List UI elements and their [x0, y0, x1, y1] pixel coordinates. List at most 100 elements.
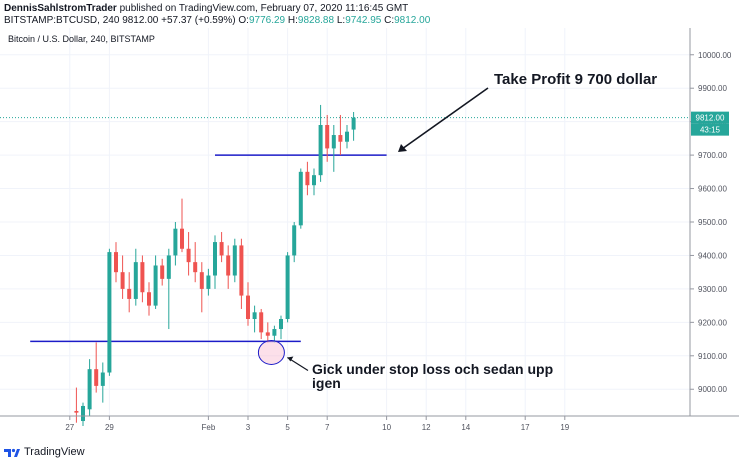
low-value: 9742.95: [345, 15, 382, 26]
candle-body-up: [252, 312, 257, 319]
candle-body-down: [186, 248, 191, 263]
candle-body-up: [173, 228, 178, 256]
y-tick-label: 9400.00: [698, 251, 727, 260]
candle-body-up: [318, 125, 323, 176]
candle-body-down: [127, 288, 132, 299]
x-tick-label: Feb: [202, 423, 216, 432]
candle-body-down: [140, 262, 145, 293]
candle-body-up: [153, 265, 158, 306]
current-price-value: 9812.00: [696, 114, 725, 123]
candle-body-down: [338, 135, 343, 142]
candle-body-down: [239, 245, 244, 296]
candle-body-down: [246, 295, 250, 319]
ohlc-line: BITSTAMP:BTCUSD, 240 9812.00 +57.37 (+0.…: [4, 15, 430, 27]
price-change: +57.37 (+0.59%): [161, 15, 236, 26]
chart-title: Bitcoin / U.S. Dollar, 240, BITSTAMP: [8, 34, 155, 44]
candle-body-up: [298, 171, 303, 226]
x-tick-label: 19: [560, 423, 569, 432]
candle-body-down: [219, 242, 224, 256]
stop-loss-dip-circle: [257, 339, 285, 365]
x-tick-label: 12: [422, 423, 431, 432]
open-label: O:: [238, 15, 249, 26]
x-tick-label: 27: [65, 423, 74, 432]
candle-body-up: [312, 175, 316, 186]
candle-body-up: [272, 329, 277, 336]
y-tick-label: 9500.00: [698, 218, 727, 227]
symbol-label: BITSTAMP:BTCUSD, 240: [4, 15, 120, 26]
candle-body-up: [107, 252, 112, 373]
publish-line: DennisSahlstromTrader published on Tradi…: [4, 3, 408, 15]
countdown-tag: [691, 123, 729, 136]
drawn-lines: [0, 117, 690, 343]
candle-body-up: [345, 131, 349, 142]
candle-body-up: [206, 275, 211, 289]
candle-body-up: [285, 255, 290, 319]
y-tick-label: 9200.00: [698, 318, 727, 327]
stop-loss-note: Gick under stop loss och sedan upp: [312, 361, 553, 377]
candle-body-up: [232, 245, 237, 276]
low-label: L:: [336, 15, 346, 26]
candle-body-down: [147, 292, 151, 306]
candle-body-down: [114, 252, 118, 273]
stop-loss-arrowhead: [287, 356, 294, 362]
high-label: H:: [287, 15, 298, 26]
close-value: 9812.00: [394, 15, 431, 26]
candle-body-up: [133, 262, 138, 299]
y-tick-label: 10000.00: [698, 51, 732, 60]
author-name[interactable]: DennisSahlstromTrader: [4, 3, 117, 14]
stop-loss-note-line2: igen: [312, 375, 341, 391]
candle-body-down: [94, 369, 99, 386]
close-label: C:: [384, 15, 395, 26]
x-tick-label: 29: [105, 423, 114, 432]
candle-body-down: [325, 125, 330, 149]
y-tick-label: 9100.00: [698, 352, 727, 361]
candle-body-down: [226, 255, 231, 276]
candle-body-up: [213, 242, 217, 276]
tradingview-footer[interactable]: TradingView: [4, 446, 85, 458]
candle-body-down: [160, 265, 165, 279]
candle-body-up: [351, 117, 356, 130]
candle-body-down: [305, 171, 310, 186]
candle-body-up: [331, 135, 336, 149]
y-tick-label: 9700.00: [698, 151, 727, 160]
candle-body-up: [279, 319, 283, 330]
candle-body-up: [292, 225, 297, 256]
candle-body-up: [166, 255, 171, 279]
open-value: 9776.29: [248, 15, 286, 26]
x-tick-label: 17: [521, 423, 530, 432]
tradingview-logo-icon: [4, 447, 20, 457]
candle-body-up: [100, 372, 105, 386]
take-profit-note: Take Profit 9 700 dollar: [494, 71, 657, 88]
last-price: 9812.00: [122, 15, 159, 26]
y-tick-label: 9300.00: [698, 285, 727, 294]
published-text: published on TradingView.com, February 0…: [119, 3, 409, 14]
y-tick-label: 9600.00: [698, 185, 727, 194]
x-tick-label: 7: [325, 423, 330, 432]
candle-body-down: [265, 332, 270, 336]
axes: 10000.009900.009800.009700.009600.009500…: [0, 28, 739, 432]
candle-body-up: [81, 405, 85, 422]
candle-body-down: [180, 228, 184, 249]
candle-body-down: [120, 272, 125, 289]
y-tick-label: 9000.00: [698, 385, 727, 394]
take-profit-arrowhead: [398, 144, 407, 152]
candle-body-down: [193, 262, 198, 273]
countdown-value: 43:15: [700, 126, 721, 135]
take-profit-arrow: [401, 87, 489, 150]
candles: [74, 104, 356, 427]
candle-body-down: [199, 272, 204, 289]
grid: [0, 28, 690, 416]
chart-frame[interactable]: Gick under stop loss och sedan upp igen Ta…: [0, 28, 739, 461]
x-tick-label: 5: [285, 423, 290, 432]
x-tick-label: 10: [382, 423, 391, 432]
high-value: 9828.88: [297, 15, 335, 26]
candle-body-down: [74, 410, 79, 413]
candle-body-up: [87, 369, 92, 410]
candle-body-down: [259, 312, 264, 333]
x-tick-label: 3: [246, 423, 251, 432]
x-tick-label: 14: [461, 423, 470, 432]
y-tick-label: 9900.00: [698, 84, 727, 93]
current-price-tag: [691, 111, 729, 124]
